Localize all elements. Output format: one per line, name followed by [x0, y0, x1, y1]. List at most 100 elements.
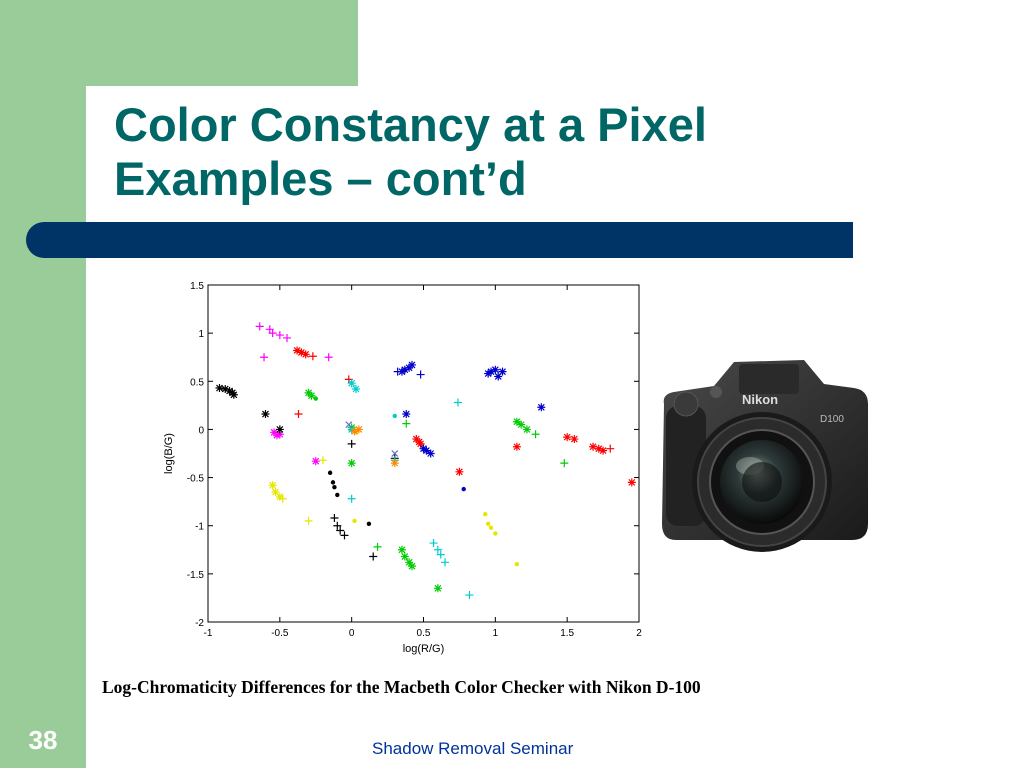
data-point — [327, 470, 333, 475]
data-point — [293, 346, 302, 355]
data-point — [400, 365, 409, 374]
y-tick-label: 1 — [198, 329, 204, 340]
data-point — [332, 485, 337, 490]
data-point — [491, 365, 500, 374]
slide-title: Color Constancy at a Pixel Examples – co… — [114, 98, 707, 206]
data-point — [400, 552, 409, 561]
data-point — [347, 379, 356, 388]
data-point — [453, 398, 462, 407]
data-point — [335, 492, 340, 498]
data-point — [347, 494, 356, 503]
data-point — [354, 425, 363, 434]
data-point — [455, 467, 464, 476]
scatter-chart: -1 -0.5 0 0.5 1 1.5 2 1.5 1 0.5 0 -0.5 -1 -1.5 -2 log(R… — [163, 281, 642, 655]
data-point — [397, 545, 406, 554]
data-point — [347, 459, 356, 468]
slide-background-top — [0, 0, 358, 86]
data-point — [340, 531, 349, 540]
y-tick-label: -1.5 — [187, 570, 205, 581]
data-point — [606, 444, 615, 453]
data-point — [627, 478, 636, 487]
data-point — [351, 384, 360, 393]
data-point — [390, 459, 399, 468]
data-point — [422, 446, 431, 455]
data-point — [255, 322, 264, 331]
data-point — [402, 410, 411, 419]
data-point — [560, 459, 569, 468]
data-point — [278, 494, 287, 503]
data-point — [512, 442, 521, 451]
data-point — [260, 353, 269, 362]
figure-caption: Log-Chromaticity Differences for the Mac… — [102, 677, 701, 697]
data-point — [272, 431, 281, 440]
data-point — [563, 433, 572, 442]
slide-title-line-2: Examples – cont’d — [114, 152, 527, 205]
data-point — [514, 562, 520, 567]
data-point — [393, 367, 402, 376]
data-point — [408, 562, 417, 571]
data-point — [304, 516, 313, 525]
x-tick-label: -1 — [204, 628, 213, 639]
data-point — [271, 488, 280, 497]
data-point — [336, 526, 345, 535]
data-point — [498, 367, 507, 376]
data-point — [229, 390, 238, 399]
camera-model-label: D100 — [820, 414, 844, 425]
data-point — [408, 360, 417, 369]
data-point — [313, 396, 318, 401]
data-point — [594, 444, 603, 453]
data-point — [570, 435, 579, 444]
x-tick-label: 0 — [349, 628, 355, 639]
data-point — [488, 525, 494, 530]
data-point — [483, 511, 488, 517]
data-point — [373, 542, 382, 551]
data-point — [294, 410, 303, 419]
footer-text: Shadow Removal Seminar — [372, 739, 574, 758]
data-point — [517, 420, 526, 429]
data-point — [311, 457, 320, 466]
x-axis-label: log(R/G) — [403, 643, 445, 655]
data-point — [221, 384, 230, 393]
data-point — [345, 421, 353, 429]
camera-image: Nikon D100 — [662, 360, 868, 552]
y-tick-label: -2 — [195, 618, 204, 629]
y-axis-label: log(B/G) — [163, 433, 175, 474]
data-point — [405, 558, 414, 567]
data-point — [352, 518, 357, 524]
x-tick-label: 1 — [493, 628, 499, 639]
data-point — [485, 521, 491, 526]
data-point — [275, 492, 284, 501]
data-point — [484, 369, 493, 378]
data-point — [350, 427, 359, 436]
data-point — [441, 558, 450, 567]
data-point — [416, 370, 425, 379]
data-point — [461, 486, 466, 492]
data-point — [215, 384, 224, 393]
data-point — [589, 442, 598, 451]
data-point — [275, 331, 284, 340]
y-tick-label: -1 — [195, 522, 204, 533]
data-point — [419, 444, 428, 453]
slide-background-left — [0, 0, 86, 768]
data-point — [366, 521, 372, 526]
y-tick-label: 0 — [198, 425, 204, 436]
data-point — [599, 446, 608, 455]
data-point — [391, 450, 399, 457]
x-tick-label: -0.5 — [271, 628, 289, 639]
data-point — [347, 425, 356, 434]
data-point — [275, 430, 284, 439]
data-point — [225, 386, 234, 395]
data-point — [261, 410, 270, 419]
slide-number: 38 — [28, 725, 58, 755]
data-point — [330, 514, 339, 523]
data-point — [330, 480, 336, 485]
data-point — [494, 372, 503, 381]
y-tick-label: 0.5 — [190, 377, 204, 388]
data-point — [307, 391, 316, 400]
x-tick-label: 2 — [636, 628, 642, 639]
data-point — [426, 449, 435, 458]
data-point — [275, 425, 284, 434]
data-point — [297, 348, 306, 357]
data-point — [531, 430, 540, 439]
data-point — [522, 425, 531, 434]
